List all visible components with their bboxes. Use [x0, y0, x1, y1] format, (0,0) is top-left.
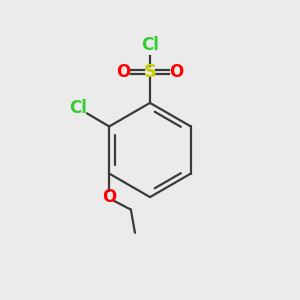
Text: S: S [143, 63, 157, 81]
Text: O: O [169, 63, 184, 81]
Text: Cl: Cl [70, 99, 87, 117]
Text: Cl: Cl [141, 37, 159, 55]
Text: O: O [102, 188, 116, 206]
Text: O: O [116, 63, 130, 81]
